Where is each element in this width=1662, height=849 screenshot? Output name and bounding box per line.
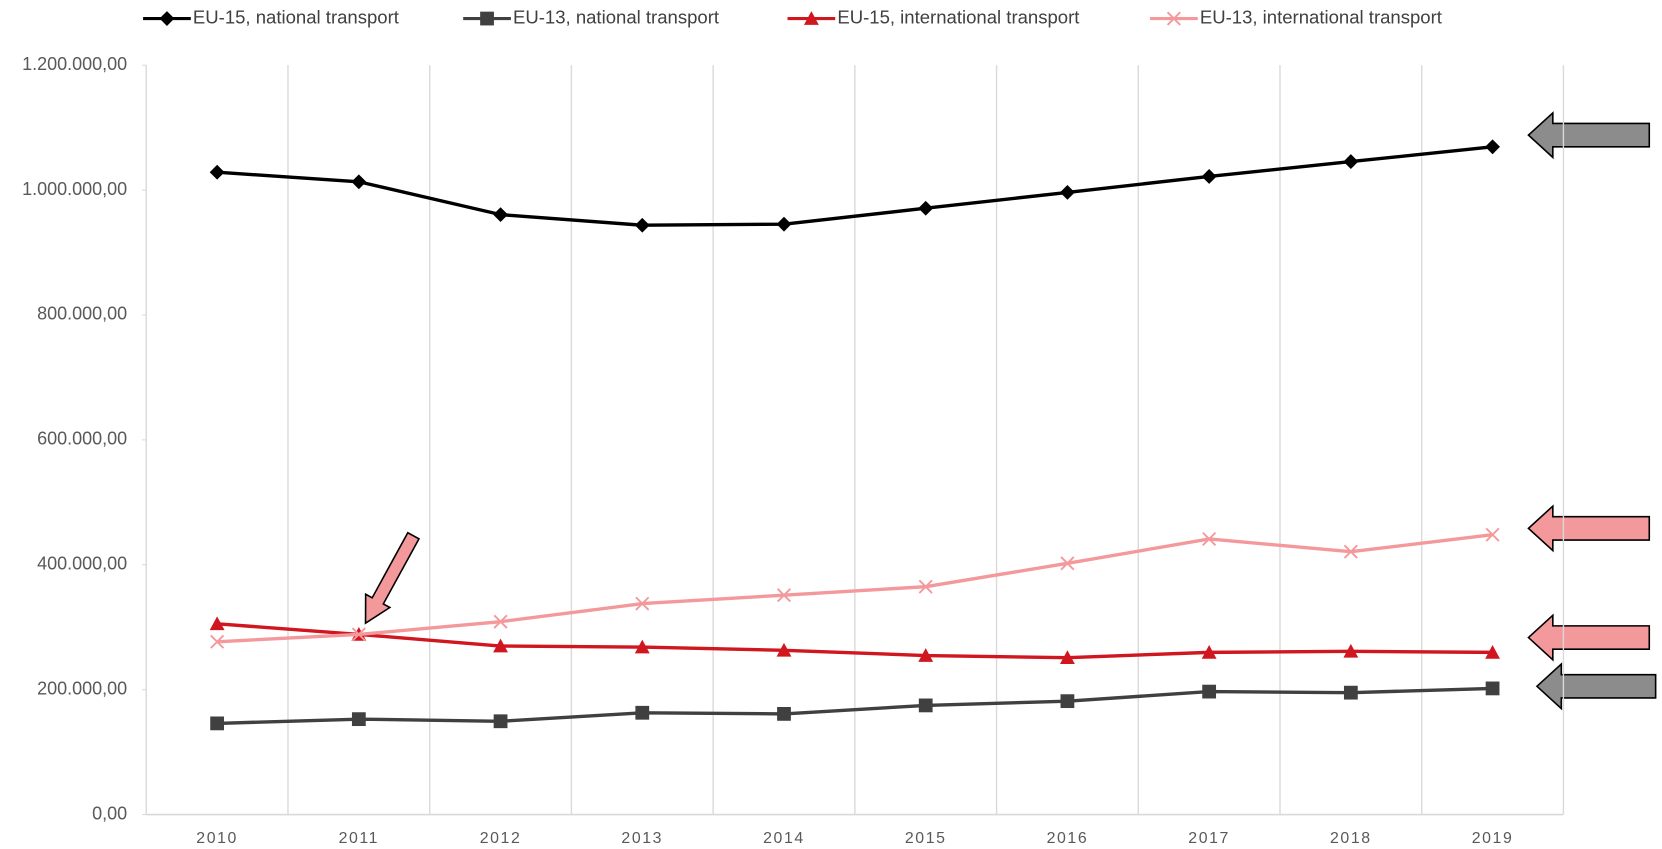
marker xyxy=(1343,685,1358,700)
marker xyxy=(1485,139,1500,155)
marker xyxy=(1343,154,1359,170)
marker xyxy=(209,616,225,631)
marker xyxy=(777,707,791,721)
arrow xyxy=(364,531,421,625)
marker xyxy=(1201,169,1217,184)
marker xyxy=(776,588,792,603)
legend-marker xyxy=(803,11,819,25)
marker xyxy=(635,705,650,720)
marker xyxy=(1201,644,1217,659)
x-tick-label: 2018 xyxy=(1330,830,1372,847)
marker xyxy=(493,714,508,729)
y-tick-label: 1.000.000,00 xyxy=(22,179,127,199)
marker xyxy=(1060,184,1075,200)
x-tick-label: 2014 xyxy=(763,830,805,847)
legend-marker xyxy=(159,11,175,26)
annotation-arrows xyxy=(364,111,1657,711)
y-tick-label: 0,00 xyxy=(92,803,127,823)
marker xyxy=(1060,694,1075,709)
x-tick-label: 2010 xyxy=(196,830,238,847)
marker xyxy=(918,698,933,713)
arrow xyxy=(1535,662,1657,711)
marker xyxy=(634,639,650,654)
marker xyxy=(1485,681,1500,696)
marker xyxy=(1485,644,1500,659)
marker xyxy=(918,200,934,216)
y-tick-label: 200.000,00 xyxy=(37,678,127,698)
marker xyxy=(210,634,225,649)
arrow xyxy=(1527,613,1651,662)
marker xyxy=(918,579,933,594)
marker xyxy=(1202,531,1217,547)
marker xyxy=(776,216,792,232)
legend-label: EU-13, international transport xyxy=(1200,6,1443,27)
marker xyxy=(351,627,366,642)
x-tick-label: 2015 xyxy=(905,830,947,847)
marker xyxy=(493,638,508,653)
series-line xyxy=(217,686,1493,726)
marker xyxy=(210,716,225,731)
marker xyxy=(1060,650,1075,665)
marker xyxy=(351,712,366,727)
legend-label: EU-13, national transport xyxy=(513,6,720,27)
x-tick-label: 2012 xyxy=(480,830,522,847)
marker xyxy=(634,217,650,233)
series-line xyxy=(217,533,1493,644)
marker xyxy=(776,642,792,657)
x-tick-label: 2016 xyxy=(1047,830,1089,847)
legend-marker xyxy=(480,11,494,26)
marker xyxy=(1485,527,1500,542)
legend-marker xyxy=(1166,11,1181,26)
legend-label: EU-15, national transport xyxy=(193,6,400,27)
y-tick-label: 1.200.000,00 xyxy=(22,54,127,74)
y-tick-label: 800.000,00 xyxy=(37,304,127,324)
marker xyxy=(1343,643,1359,658)
marker xyxy=(351,174,367,190)
x-tick-label: 2017 xyxy=(1188,830,1230,847)
y-tick-label: 600.000,00 xyxy=(37,429,127,449)
series-line xyxy=(217,145,1493,227)
marker xyxy=(1060,556,1075,571)
arrow xyxy=(1527,111,1651,160)
legend-label: EU-15, international transport xyxy=(837,6,1080,27)
y-tick-label: 400.000,00 xyxy=(37,554,127,574)
series-line xyxy=(217,622,1493,660)
x-tick-label: 2011 xyxy=(339,830,380,847)
arrow xyxy=(1527,504,1651,553)
marker xyxy=(918,648,934,662)
marker xyxy=(1343,544,1358,559)
x-tick-label: 2013 xyxy=(621,830,663,847)
x-tick-label: 2019 xyxy=(1472,830,1514,847)
marker xyxy=(209,164,225,180)
marker xyxy=(635,596,650,611)
marker xyxy=(493,614,508,629)
marker xyxy=(493,207,508,223)
marker xyxy=(1202,684,1217,699)
